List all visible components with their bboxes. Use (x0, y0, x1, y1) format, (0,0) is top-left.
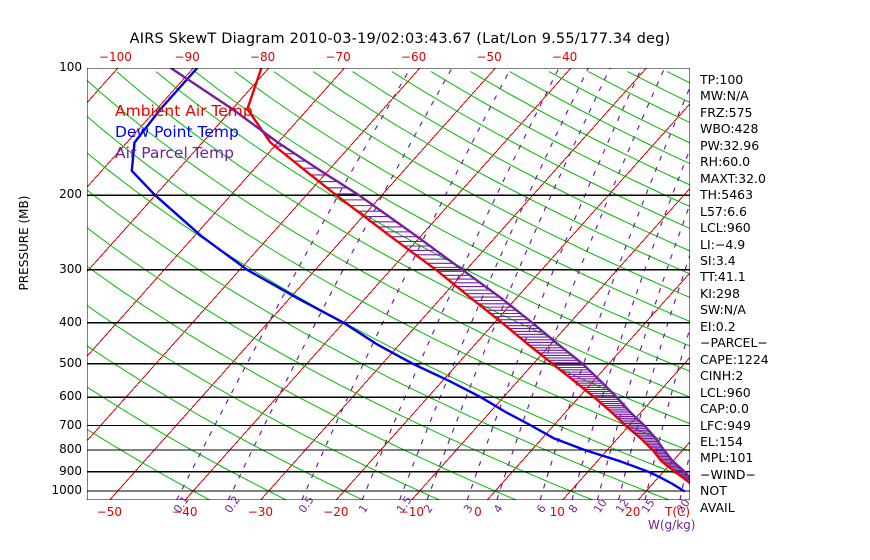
top-temp-tick--90: −90 (174, 50, 200, 64)
page-title: AIRS SkewT Diagram 2010-03-19/02:03:43.6… (129, 31, 671, 47)
stats-panel: TP:100 MW:N/A FRZ:575 WBO:428 PW:32.96 RH:60.… (700, 72, 830, 516)
bottom-temp-tick--50: −50 (96, 505, 122, 519)
stat-line-8: L57:6.6 (700, 203, 747, 219)
pressure-tick-800: 800 (59, 442, 82, 457)
stat-line-5: RH:60.0 (700, 154, 751, 170)
pressure-tick-400: 400 (59, 314, 82, 329)
stat-line-15: EI:0.2 (700, 318, 736, 334)
bottom-temp-tick-20: 20 (625, 505, 641, 519)
pressure-tick-100: 100 (59, 60, 82, 74)
top-temp-tick--100: −100 (98, 50, 132, 64)
pressure-tick-600: 600 (59, 389, 82, 404)
pressure-tick-900: 900 (59, 463, 82, 478)
stat-line-26: AVAIL (700, 499, 735, 515)
bottom-temp-tick-0: 0 (474, 505, 482, 519)
stat-line-2: FRZ:575 (700, 104, 753, 120)
bottom-temp-tick--40: −40 (172, 505, 198, 519)
stat-line-22: EL:154 (700, 433, 743, 449)
stat-line-7: TH:5463 (700, 187, 754, 203)
bottom-temp-tick--10: −10 (398, 505, 424, 519)
stat-line-25: NOT (700, 483, 727, 499)
stat-line-0: TP:100 (700, 72, 744, 87)
series-2 (169, 68, 690, 480)
stat-line-19: LCL:960 (700, 384, 751, 400)
skewt-svg: Ambient Air Temp Dew Point Temp Air Parcel… (86, 67, 691, 501)
stat-line-9: LCL:960 (700, 220, 751, 236)
stat-line-18: CINH:2 (700, 368, 744, 384)
legend-item-1: Dew Point Temp (115, 123, 239, 141)
top-temp-tick--70: −70 (325, 50, 351, 64)
stat-line-13: KI:298 (700, 285, 740, 301)
stat-line-11: SI:3.4 (700, 252, 736, 268)
pressure-tick-200: 200 (59, 187, 82, 202)
top-temp-tick--60: −60 (400, 50, 427, 64)
pressure-tick-1000: 1000 (51, 483, 82, 498)
bottom-temp-tick-10: 10 (549, 505, 565, 519)
mixing-ratio-tick-8: 8 (566, 502, 581, 516)
legend-item-2: Air Parcel Temp (115, 144, 234, 162)
top-temp-tick--40: −40 (551, 50, 578, 64)
pressure-tick-300: 300 (59, 261, 82, 276)
stat-line-4: PW:32.96 (700, 137, 760, 153)
stat-line-6: MAXT:32.0 (700, 170, 766, 186)
y-axis-label: PRESSURE (MB) (17, 195, 31, 291)
top-temp-tick--80: −80 (249, 50, 276, 64)
x-axis-label-temp: T(C) (665, 505, 691, 519)
bottom-temp-tick--20: −20 (323, 505, 349, 519)
stat-line-21: LFC:949 (700, 417, 751, 433)
stat-line-1: MW:N/A (700, 88, 749, 104)
series-0 (246, 68, 690, 485)
pressure-tick-700: 700 (59, 417, 82, 432)
mixing-ratio-tick-6: 6 (534, 502, 549, 516)
stat-line-17: CAPE:1224 (700, 351, 769, 367)
stat-line-16: −PARCEL− (700, 335, 768, 351)
plot-area: Ambient Air Temp Dew Point Temp Air Parcel… (86, 67, 691, 501)
bottom-temp-tick--30: −30 (247, 505, 273, 519)
stat-line-24: −WIND− (700, 466, 756, 482)
pressure-tick-500: 500 (59, 355, 82, 370)
legend-item-0: Ambient Air Temp (115, 102, 253, 120)
stat-line-12: TT:41.1 (700, 269, 746, 285)
stat-line-10: LI:−4.9 (700, 236, 746, 252)
top-temp-tick--50: −50 (476, 50, 502, 64)
stat-line-14: SW:N/A (700, 302, 746, 318)
stat-line-20: CAP:0.0 (700, 401, 749, 417)
mixing-ratio-tick-4: 4 (490, 502, 506, 516)
series-1 (130, 68, 686, 493)
x-axis-label-mixing: W(g/kg) (648, 518, 696, 532)
mixing-ratio-tick-1: 1 (356, 502, 371, 516)
stat-line-3: WBO:428 (700, 121, 759, 137)
stat-line-23: MPL:101 (700, 450, 754, 466)
